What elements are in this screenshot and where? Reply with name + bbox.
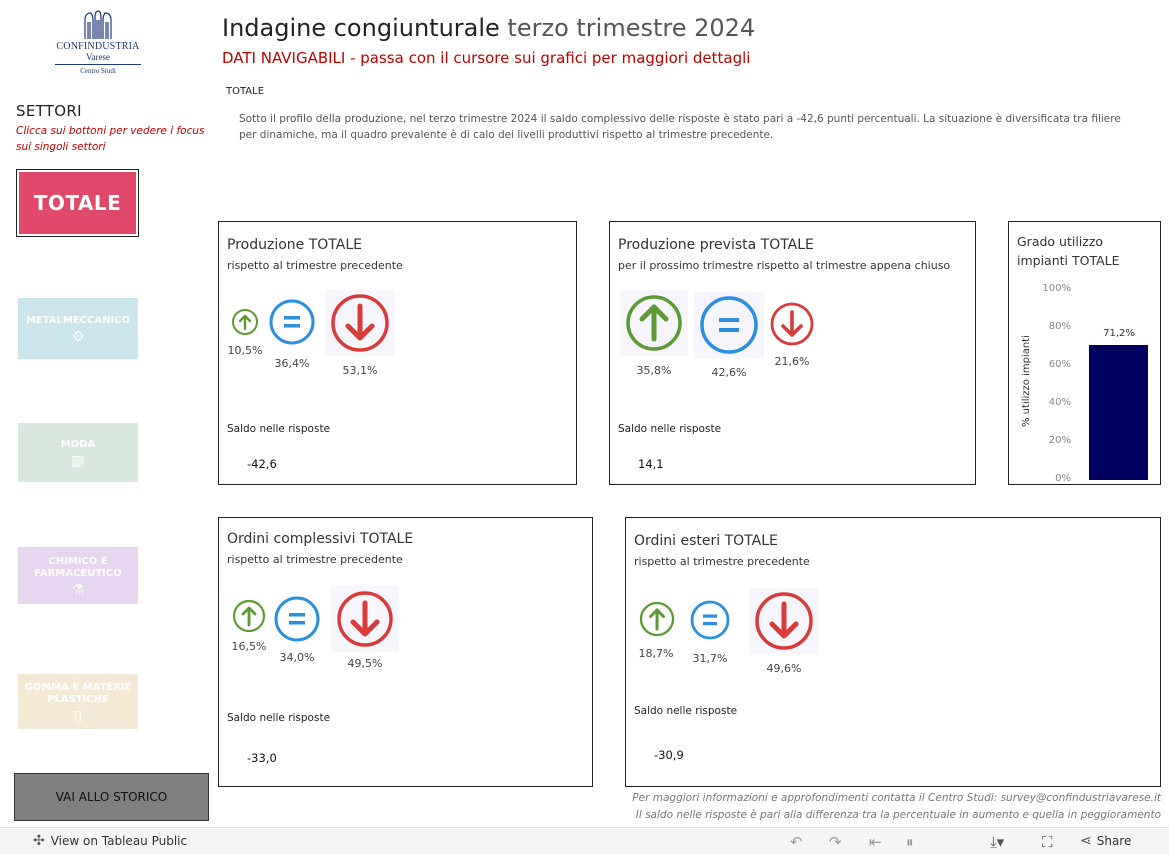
download-icon[interactable]: ⤓▾ <box>990 833 1005 851</box>
saldo-label: Saldo nelle risposte <box>227 712 331 724</box>
saldo-value: -30,9 <box>654 748 684 762</box>
panel-title: Produzione prevista TOTALE <box>618 237 814 253</box>
panel-ordini-esteri[interactable]: Ordini esteri TOTALE rispetto al trimest… <box>625 517 1161 787</box>
arrow-up-icon <box>639 601 675 637</box>
percent-up: 10,5% <box>227 344 263 357</box>
chart-y-tick: 60% <box>1048 359 1071 370</box>
percent-equal: 42,6% <box>711 366 747 379</box>
panel-subtitle: per il prossimo trimestre rispetto al tr… <box>618 259 951 272</box>
logo-line-1: CONFINDUSTRIA <box>56 41 140 52</box>
totale-button[interactable]: TOTALE <box>16 169 139 237</box>
sectors-heading: SETTORI <box>16 102 82 120</box>
share-label: Share <box>1096 834 1132 848</box>
panel-subtitle: rispetto al trimestre precedente <box>227 553 403 566</box>
page-subtitle: DATI NAVIGABILI - passa con il cursore s… <box>222 49 751 67</box>
logo-line-2: Varese <box>86 52 110 62</box>
page-title-main: Indagine congiunturale <box>222 14 500 42</box>
chart-bar-label: 71,2% <box>1103 327 1135 339</box>
sector-label: MODA <box>60 438 96 450</box>
page-title-period: terzo trimestre 2024 <box>507 14 756 42</box>
pause-icon[interactable]: ⏸ <box>906 833 914 851</box>
percent-down: 21,6% <box>774 355 810 368</box>
footer-saldo-note: Il saldo nelle risposte è pari alla diff… <box>635 809 1161 821</box>
fullscreen-icon[interactable]: ⛶ <box>1042 833 1053 851</box>
sector-label: METALMECCANICO <box>25 314 131 326</box>
chart-y-tick: 40% <box>1048 397 1071 408</box>
sector-button-chimico[interactable]: CHIMICO E FARMACEUTICO ⚗ <box>18 547 138 604</box>
sector-button-gomma[interactable]: GOMMA E MATERIE PLASTICHE ▯ <box>18 674 138 729</box>
percent-up: 18,7% <box>638 647 674 660</box>
history-button[interactable]: VAI ALLO STORICO <box>14 773 209 821</box>
panel-title: Ordini complessivi TOTALE <box>227 531 414 547</box>
panel-title: Ordini esteri TOTALE <box>634 533 778 549</box>
equal-icon <box>269 299 315 345</box>
equal-icon <box>690 600 730 640</box>
footer-contact-note: Per maggiori informazioni e approfondime… <box>632 792 1161 804</box>
panel-produzione-prevista[interactable]: Produzione prevista TOTALE per il prossi… <box>609 221 976 485</box>
arrow-up-icon <box>232 309 258 335</box>
logo-emblem-icon <box>84 10 112 39</box>
percent-equal: 31,7% <box>692 652 728 665</box>
chart-y-tick: 20% <box>1048 435 1071 446</box>
flask-icon: ⚗ <box>71 581 85 598</box>
saldo-value: -33,0 <box>247 751 277 765</box>
arrow-down-icon <box>770 302 814 346</box>
percent-down: 53,1% <box>342 364 378 377</box>
percent-equal: 34,0% <box>279 651 315 664</box>
totale-button-label: TOTALE <box>19 172 136 234</box>
page-title: Indagine congiunturale terzo trimestre 2… <box>222 14 755 42</box>
equal-icon <box>700 296 758 354</box>
saldo-label: Saldo nelle risposte <box>227 423 331 435</box>
tableau-logo-icon: ✣ <box>33 833 45 849</box>
panel-subtitle: rispetto al trimestre precedente <box>634 555 810 568</box>
percent-down: 49,5% <box>347 657 383 670</box>
bottle-icon: ▯ <box>74 707 82 724</box>
saldo-label: Saldo nelle risposte <box>634 705 738 717</box>
section-label: TOTALE <box>226 86 265 97</box>
arrow-down-icon <box>331 294 389 352</box>
sector-button-moda[interactable]: MODA ▥ <box>18 423 138 482</box>
view-on-tableau-link[interactable]: ✣ View on Tableau Public <box>33 833 187 849</box>
chart-title: Grado utilizzo impianti TOTALE <box>1017 234 1120 268</box>
percent-equal: 36,4% <box>274 357 310 370</box>
sector-label: GOMMA E MATERIE PLASTICHE <box>24 681 132 705</box>
logo-line-3: Centro Studi <box>80 67 116 75</box>
saldo-value: 14,1 <box>638 457 664 471</box>
percent-up: 35,8% <box>636 364 672 377</box>
equal-icon <box>274 596 320 642</box>
panel-ordini-complessivi[interactable]: Ordini complessivi TOTALE rispetto al tr… <box>218 517 593 787</box>
logo-divider <box>55 64 141 65</box>
panel-subtitle: rispetto al trimestre precedente <box>227 259 403 272</box>
view-on-tableau-label: View on Tableau Public <box>50 834 188 848</box>
confindustria-logo: CONFINDUSTRIA Varese Centro Studi <box>48 10 148 82</box>
sector-button-metalmeccanico[interactable]: METALMECCANICO ⚙ <box>18 298 138 359</box>
tableau-toolbar: ✣ View on Tableau Public ↶ ↷ ⇤ ⏸ ⤓▾ ⛶ ⋖ … <box>0 827 1169 854</box>
saldo-value: -42,6 <box>247 457 277 471</box>
percent-up: 16,5% <box>231 640 267 653</box>
chart-y-tick: 0% <box>1055 473 1071 484</box>
sectors-hint: Clicca sui bottoni per vedere i focus su… <box>16 125 205 153</box>
arrow-up-icon <box>232 599 266 633</box>
arrow-down-icon <box>755 592 813 650</box>
share-icon: ⋖ <box>1080 833 1092 849</box>
panel-title: Produzione TOTALE <box>227 237 362 253</box>
share-button[interactable]: ⋖ Share <box>1080 833 1131 849</box>
chart-y-tick: 80% <box>1048 321 1071 332</box>
saldo-label: Saldo nelle risposte <box>618 423 722 435</box>
redo-icon[interactable]: ↷ <box>829 833 842 851</box>
chart-y-axis-label: % utilizzo impianti <box>1021 335 1032 427</box>
intro-text: Sotto il profilo della produzione, nel t… <box>239 113 1121 141</box>
sector-label: CHIMICO E FARMACEUTICO <box>34 555 122 579</box>
arrow-down-icon <box>337 591 393 647</box>
building-icon: ▥ <box>71 452 85 469</box>
chart-bar[interactable] <box>1089 344 1148 480</box>
chart-y-tick: 100% <box>1042 283 1071 294</box>
arrow-up-icon <box>626 295 682 351</box>
gear-icon: ⚙ <box>71 328 85 345</box>
undo-icon[interactable]: ↶ <box>790 833 803 851</box>
percent-down: 49,6% <box>766 662 802 675</box>
revert-icon[interactable]: ⇤ <box>869 833 882 851</box>
panel-grado-utilizzo[interactable]: Grado utilizzo impianti TOTALE % utilizz… <box>1008 221 1161 485</box>
panel-produzione[interactable]: Produzione TOTALE rispetto al trimestre … <box>218 221 577 485</box>
